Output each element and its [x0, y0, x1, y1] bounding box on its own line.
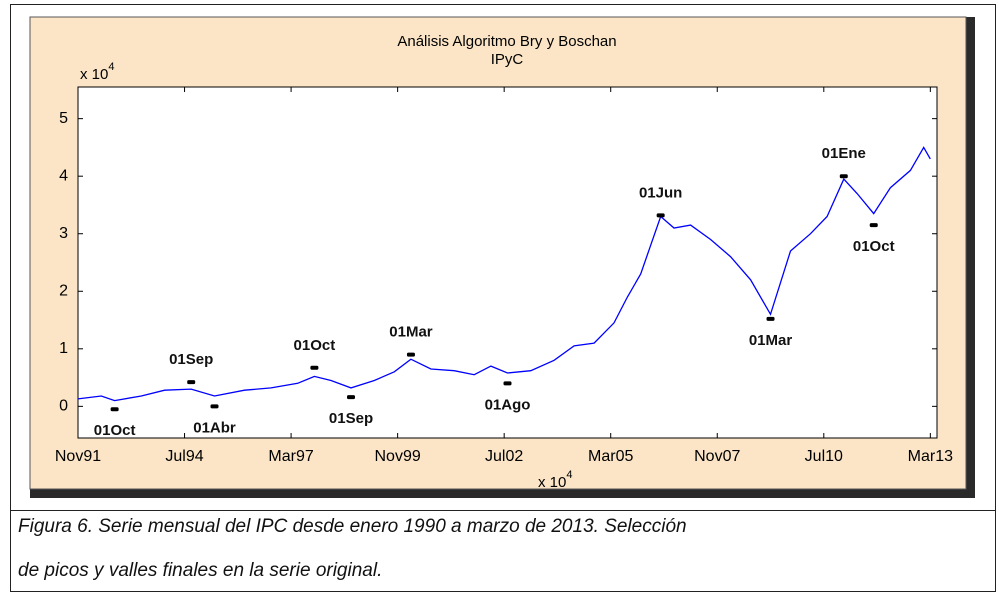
caption-line: de picos y valles finales en la serie or…	[18, 560, 383, 581]
turning-point-marker	[766, 316, 775, 321]
plot-area	[77, 86, 938, 439]
turning-point-marker	[869, 223, 878, 228]
y-multiplier-base: x 10	[80, 66, 108, 83]
y-tick-label: 2	[59, 282, 68, 299]
turning-point-marker	[110, 407, 119, 412]
x-tick-label: Jul10	[805, 448, 843, 465]
y-tick-label: 5	[59, 110, 68, 127]
turning-point-marker	[656, 213, 665, 218]
chart-subtitle: IPyC	[491, 51, 524, 68]
turning-point-marker	[839, 174, 848, 179]
turning-point-marker	[347, 395, 356, 400]
turning-point-label: 01Mar	[389, 324, 433, 341]
x-multiplier-exponent: 4	[566, 469, 572, 481]
y-tick-label: 0	[59, 398, 68, 415]
turning-point-marker	[406, 352, 415, 357]
y-tick-label: 1	[59, 340, 68, 357]
turning-point-label: 01Oct	[94, 422, 136, 439]
chart-title: Análisis Algoritmo Bry y Boschan	[397, 33, 616, 50]
x-multiplier-base: x 10	[538, 474, 566, 491]
x-multiplier: x 104	[538, 469, 572, 491]
turning-point-marker	[210, 404, 219, 409]
turning-point-label: 01Ago	[485, 396, 531, 413]
turning-point-label: 01Sep	[169, 351, 213, 368]
x-tick-label: Jul02	[485, 448, 523, 465]
series-line	[77, 146, 931, 402]
x-tick-label: Nov99	[375, 448, 421, 465]
turning-point-marker	[503, 381, 512, 386]
x-tick-label: Mar13	[908, 448, 953, 465]
turning-point-label: 01Oct	[853, 238, 895, 255]
x-tick-label: Mar05	[588, 448, 633, 465]
y-multiplier: x 104	[80, 61, 114, 83]
turning-point-label: 01Mar	[749, 332, 793, 349]
y-tick-label: 3	[59, 225, 68, 242]
x-tick-label: Mar97	[268, 448, 313, 465]
x-tick-label: Nov91	[55, 448, 101, 465]
figure-border	[10, 4, 996, 592]
turning-point-label: 01Jun	[639, 184, 682, 201]
x-tick-label: Nov07	[694, 448, 740, 465]
turning-point-label: 01Sep	[329, 410, 373, 427]
turning-point-label: 01Oct	[294, 337, 336, 354]
x-tick-label: Jul94	[165, 448, 203, 465]
y-tick-label: 4	[59, 167, 68, 184]
turning-point-marker	[187, 380, 196, 385]
y-multiplier-exponent: 4	[108, 61, 114, 73]
turning-point-marker	[310, 365, 319, 370]
turning-point-label: 01Abr	[193, 419, 236, 436]
turning-point-label: 01Ene	[822, 145, 866, 162]
caption-line: Figura 6. Serie mensual del IPC desde en…	[18, 516, 687, 537]
